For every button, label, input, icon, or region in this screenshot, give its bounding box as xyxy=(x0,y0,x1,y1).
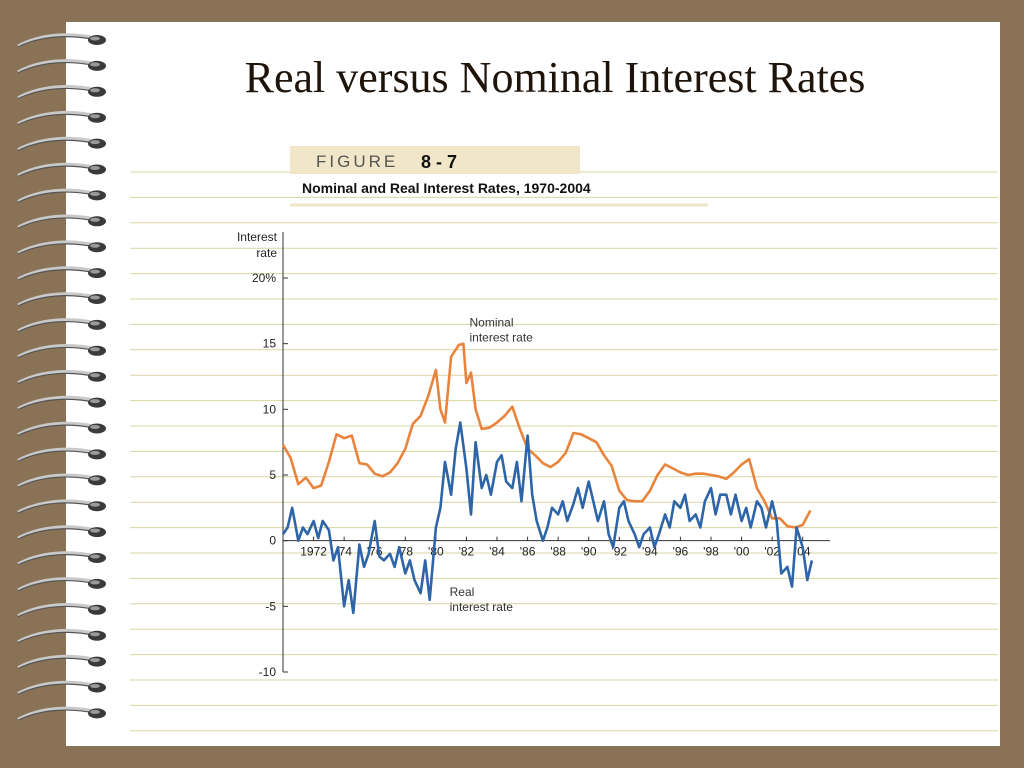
x-tick-label: '86 xyxy=(520,545,536,559)
spiral-ring xyxy=(17,59,106,74)
x-tick-label: '84 xyxy=(489,545,505,559)
spiral-binding xyxy=(17,33,106,721)
chart-axes xyxy=(282,232,830,672)
spiral-ring xyxy=(17,292,106,307)
y-tick-label: 0 xyxy=(269,534,276,548)
spiral-ring xyxy=(17,369,106,385)
spiral-ring xyxy=(17,33,106,48)
spiral-ring xyxy=(17,344,106,359)
x-tick-label: '80 xyxy=(428,545,444,559)
x-tick-label: '90 xyxy=(581,545,597,559)
real-rate-line xyxy=(281,421,814,615)
spiral-ring xyxy=(17,628,106,644)
x-tick-label: '00 xyxy=(734,545,750,559)
y-tick-label: 10 xyxy=(263,402,277,416)
slide-title: Real versus Nominal Interest Rates xyxy=(244,53,866,102)
spiral-ring xyxy=(17,551,106,566)
spiral-ring xyxy=(17,525,106,540)
y-tick-label: 20% xyxy=(252,271,276,285)
x-tick-label: '02 xyxy=(764,545,780,559)
spiral-ring xyxy=(17,214,106,229)
y-axis-title-line2: rate xyxy=(256,246,277,260)
y-tick-label: -5 xyxy=(265,599,276,613)
y-axis-title-line1: Interest xyxy=(237,230,278,244)
spiral-ring xyxy=(17,706,106,721)
x-tick-label: 1972 xyxy=(300,545,327,559)
spiral-ring xyxy=(17,318,106,333)
notebook-page xyxy=(66,22,1000,746)
spiral-ring xyxy=(17,447,106,462)
x-tick-label: '82 xyxy=(459,545,475,559)
y-tick-label: 5 xyxy=(269,468,276,482)
spiral-ring xyxy=(17,240,106,255)
spiral-ring xyxy=(17,395,106,411)
x-tick-label: '96 xyxy=(673,545,689,559)
spiral-ring xyxy=(17,473,106,488)
y-tick-label: -10 xyxy=(259,665,277,679)
spiral-ring xyxy=(17,421,106,437)
spiral-ring xyxy=(17,188,106,203)
real-rate-label: Real interest rate xyxy=(450,585,514,614)
series-annotations: Nominal interest rate Real interest rate xyxy=(450,316,534,614)
figure-number: 8 - 7 xyxy=(421,152,457,172)
spiral-ring xyxy=(17,603,106,618)
x-tick-label: '98 xyxy=(703,545,719,559)
spiral-ring xyxy=(17,110,106,126)
figure-label: FIGURE xyxy=(316,152,398,171)
spiral-ring xyxy=(17,266,106,281)
spiral-ring xyxy=(17,654,106,670)
x-axis-ticks: 1972'74'76'78'80'82'84'86'88'90'92'94'96… xyxy=(300,536,811,559)
x-tick-label: '88 xyxy=(550,545,566,559)
x-tick-label: '92 xyxy=(611,545,627,559)
nominal-rate-line xyxy=(281,342,812,529)
figure-caption: Nominal and Real Interest Rates, 1970-20… xyxy=(302,180,591,196)
y-tick-label: 15 xyxy=(263,337,277,351)
y-axis-ticks: 20% 15 10 5 0 -5 -10 xyxy=(252,271,288,679)
x-tick-label: '74 xyxy=(336,545,352,559)
series-lines xyxy=(281,342,814,615)
spiral-ring xyxy=(17,85,106,100)
figure-label-band xyxy=(290,146,580,174)
spiral-ring xyxy=(17,136,106,152)
ruled-lines xyxy=(130,171,998,732)
nominal-rate-label: Nominal interest rate xyxy=(469,316,533,345)
spiral-ring xyxy=(17,499,106,514)
spiral-ring xyxy=(17,577,106,592)
spiral-ring xyxy=(17,680,106,696)
spiral-ring xyxy=(17,162,106,178)
